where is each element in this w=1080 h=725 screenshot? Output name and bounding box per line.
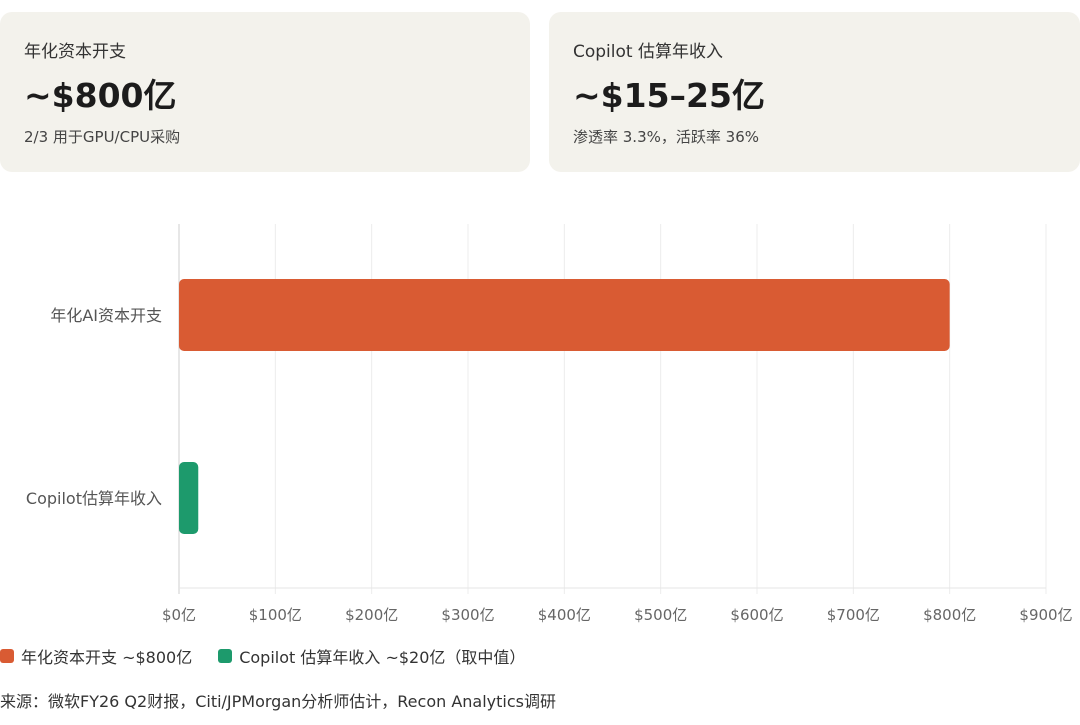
copilot-revenue-card: Copilot 估算年收入 ~$15–25亿 渗透率 3.3%，活跃率 36% [549, 12, 1080, 172]
y-category-label: Copilot估算年收入 [26, 489, 162, 508]
capex-card-value: ~$800亿 [24, 76, 177, 115]
y-category-label: 年化AI资本开支 [50, 306, 162, 325]
copilot-card-value: ~$15–25亿 [573, 76, 765, 115]
capex-card-subtext: 2/3 用于GPU/CPU采购 [24, 128, 181, 146]
x-tick-label: $700亿 [827, 606, 880, 624]
copilot-card-subtext: 渗透率 3.3%，活跃率 36% [573, 128, 759, 146]
capex-card-label: 年化资本开支 [24, 42, 126, 62]
x-tick-label: $800亿 [923, 606, 976, 624]
x-tick-label: $300亿 [441, 606, 494, 624]
x-tick-label: $900亿 [1019, 606, 1072, 624]
x-tick-label: $500亿 [634, 606, 687, 624]
bar-chart: $0亿 $100亿 $200亿 $300亿 $400亿 $500亿 $600亿 $700亿 $8… [26, 224, 1073, 624]
legend-label-copilot: Copilot 估算年收入 ~$20亿（取中值） [239, 648, 526, 667]
legend-swatch-copilot [218, 649, 233, 663]
x-tick-label: $400亿 [538, 606, 591, 624]
bar-capex [179, 279, 950, 351]
x-tick-label: $600亿 [730, 606, 783, 624]
bar-copilot [179, 462, 199, 534]
legend-label-capex: 年化资本开支 ~$800亿 [21, 648, 193, 667]
legend-swatch-capex [0, 649, 14, 663]
source-note: 来源：微软FY26 Q2财报，Citi/JPMorgan分析师估计，Recon … [0, 692, 556, 711]
copilot-card-label: Copilot 估算年收入 [573, 42, 723, 62]
chart-legend: 年化资本开支 ~$800亿 Copilot 估算年收入 ~$20亿（取中值） [0, 644, 551, 668]
x-tick-label: $100亿 [249, 606, 302, 624]
x-tick-label: $0亿 [162, 606, 196, 624]
legend-item-capex[interactable]: 年化资本开支 ~$800亿 [0, 644, 192, 668]
legend-item-copilot[interactable]: Copilot 估算年收入 ~$20亿（取中值） [218, 644, 525, 668]
x-tick-label: $200亿 [345, 606, 398, 624]
capex-card: 年化资本开支 ~$800亿 2/3 用于GPU/CPU采购 [0, 12, 530, 172]
